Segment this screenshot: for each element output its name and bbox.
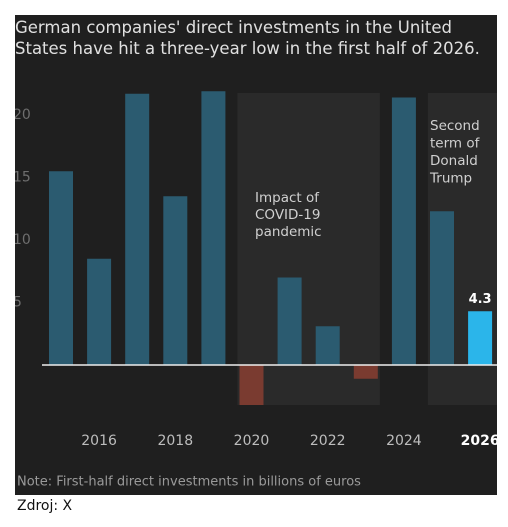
annotation: term of	[430, 136, 481, 152]
x-tick-label: 2024	[386, 433, 422, 449]
bar	[163, 196, 188, 365]
bar	[430, 211, 454, 365]
bar	[239, 365, 264, 405]
annotation: Trump	[429, 171, 472, 187]
annotation: Donald	[430, 153, 478, 169]
annotation: pandemic	[255, 224, 322, 240]
y-tick-label: 10	[15, 232, 31, 248]
annotation: Second	[430, 118, 480, 134]
bar	[49, 171, 73, 365]
y-tick-label: 15	[15, 170, 31, 186]
x-tick-label: 2016	[81, 433, 117, 449]
y-tick-label: 20	[15, 107, 31, 123]
y-tick-label: 5	[15, 295, 22, 311]
chart-title: German companies' direct investments in …	[15, 18, 480, 58]
x-tick-label: 2022	[310, 433, 346, 449]
bar	[277, 277, 302, 365]
bar	[87, 258, 112, 365]
annotation: COVID-19	[255, 207, 320, 223]
bar	[201, 91, 226, 365]
source: Zdroj: X	[17, 498, 73, 514]
chart-panel: Note: First-half direct investments in b…	[15, 15, 497, 495]
x-tick-label: 2020	[234, 433, 270, 449]
chart: Note: First-half direct investments in b…	[15, 91, 497, 490]
annotation: Impact of	[255, 190, 320, 206]
bar	[391, 97, 416, 365]
bar	[125, 93, 150, 365]
bar	[315, 326, 340, 365]
bar	[468, 311, 493, 365]
note: Note: First-half direct investments in b…	[17, 475, 361, 490]
bar	[353, 365, 378, 379]
x-tick-label: 2026	[461, 433, 497, 449]
x-tick-label: 2018	[157, 433, 193, 449]
value-label: 4.3	[469, 292, 492, 307]
shade	[237, 93, 380, 405]
